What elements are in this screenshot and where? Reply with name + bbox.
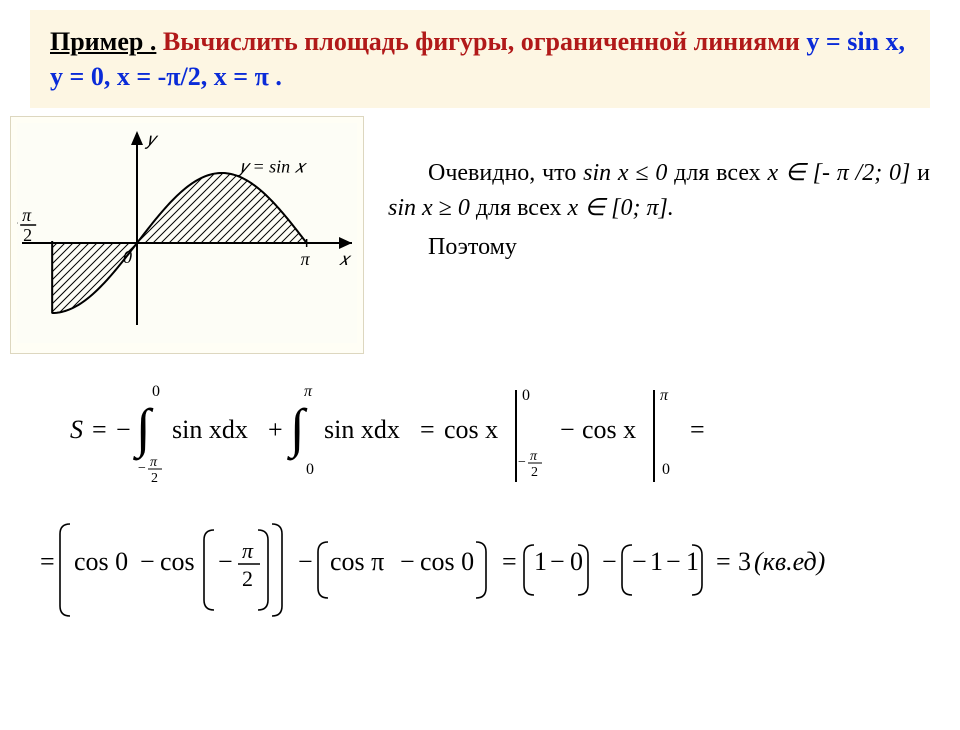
- svg-text:−: −: [560, 415, 575, 444]
- svg-text:−: −: [666, 547, 681, 576]
- svg-text:2: 2: [531, 465, 538, 480]
- svg-text:0: 0: [306, 461, 314, 478]
- svg-text:0: 0: [570, 547, 583, 576]
- svg-text:−: −: [518, 455, 526, 470]
- svg-text:−: −: [140, 547, 155, 576]
- svg-text:=: =: [40, 547, 55, 576]
- svg-text:=: =: [92, 415, 107, 444]
- expl-x2: x ∈ [0; π].: [568, 195, 674, 221]
- example-label: Пример .: [50, 27, 156, 56]
- graph-container: 𝑦𝑥0π−π2𝑦 = sin 𝑥: [10, 116, 364, 354]
- svg-text:−: −: [116, 415, 131, 444]
- svg-text:π: π: [530, 449, 538, 464]
- explanation-text: Очевидно, что sin x ≤ 0 для всех x ∈ [- …: [364, 116, 940, 264]
- sin-graph: 𝑦𝑥0π−π2𝑦 = sin 𝑥: [17, 123, 357, 343]
- svg-text:0: 0: [522, 387, 530, 404]
- svg-text:∫: ∫: [287, 398, 308, 461]
- svg-text:cos π: cos π: [330, 547, 384, 576]
- svg-text:sin xdx: sin xdx: [172, 415, 248, 444]
- formula-2-svg: =cos 0−cos−π2−cos π−cos 0=1−0−−1−1=3(кв.…: [40, 500, 940, 630]
- svg-text:π: π: [304, 383, 313, 400]
- svg-text:−: −: [298, 547, 313, 576]
- svg-text:𝑦 = sin 𝑥: 𝑦 = sin 𝑥: [237, 157, 308, 177]
- expl-sin2: sin x ≥ 0: [388, 195, 470, 221]
- svg-text:0: 0: [123, 247, 132, 267]
- svg-text:2: 2: [242, 566, 253, 591]
- expl-2b: для всех: [470, 195, 568, 221]
- svg-text:=: =: [502, 547, 517, 576]
- expl-therefore: Поэтому: [388, 230, 930, 265]
- svg-text:=: =: [420, 415, 435, 444]
- svg-text:1: 1: [686, 547, 699, 576]
- svg-text:=: =: [716, 547, 731, 576]
- formula-1-svg: S=−∫0−π2sin xdx+∫π0sin xdx=cos x0−π2−cos…: [40, 370, 920, 490]
- svg-text:1: 1: [534, 547, 547, 576]
- svg-text:(кв.ед): (кв.ед): [754, 547, 825, 576]
- svg-text:π: π: [242, 538, 254, 563]
- expl-1b: для всех: [667, 160, 767, 186]
- title-red: Вычислить площадь фигуры, ограниченной л…: [156, 27, 806, 56]
- svg-text:π: π: [22, 205, 32, 225]
- svg-text:−: −: [632, 547, 647, 576]
- svg-text:2: 2: [151, 471, 158, 486]
- svg-text:sin xdx: sin xdx: [324, 415, 400, 444]
- svg-text:−: −: [138, 461, 146, 476]
- svg-text:−: −: [17, 213, 18, 233]
- svg-text:2: 2: [23, 225, 32, 245]
- svg-text:0: 0: [662, 461, 670, 478]
- svg-text:0: 0: [152, 383, 160, 400]
- svg-text:+: +: [268, 415, 283, 444]
- svg-text:1: 1: [650, 547, 663, 576]
- svg-text:−: −: [400, 547, 415, 576]
- expl-x1: x ∈ [- π /2; 0]: [767, 160, 910, 186]
- expl-sin1: sin x ≤ 0: [583, 160, 667, 186]
- svg-text:π: π: [301, 249, 311, 269]
- svg-text:−: −: [602, 547, 617, 576]
- svg-text:cos x: cos x: [582, 415, 636, 444]
- svg-text:∫: ∫: [133, 398, 154, 461]
- expl-1a: Очевидно, что: [428, 160, 583, 186]
- svg-text:S: S: [70, 415, 83, 444]
- svg-text:cos 0: cos 0: [420, 547, 474, 576]
- expl-1c: и: [910, 160, 930, 186]
- svg-text:cos x: cos x: [444, 415, 498, 444]
- svg-text:−: −: [550, 547, 565, 576]
- svg-text:cos: cos: [160, 547, 195, 576]
- svg-text:π: π: [660, 387, 669, 404]
- svg-text:=: =: [690, 415, 705, 444]
- svg-text:3: 3: [738, 547, 751, 576]
- svg-text:cos 0: cos 0: [74, 547, 128, 576]
- formula-line-2: =cos 0−cos−π2−cos π−cos 0=1−0−−1−1=3(кв.…: [40, 500, 940, 630]
- formula-line-1: S=−∫0−π2sin xdx+∫π0sin xdx=cos x0−π2−cos…: [40, 370, 940, 490]
- svg-text:π: π: [150, 455, 158, 470]
- problem-title: Пример . Вычислить площадь фигуры, огран…: [30, 10, 930, 108]
- svg-text:−: −: [218, 547, 233, 576]
